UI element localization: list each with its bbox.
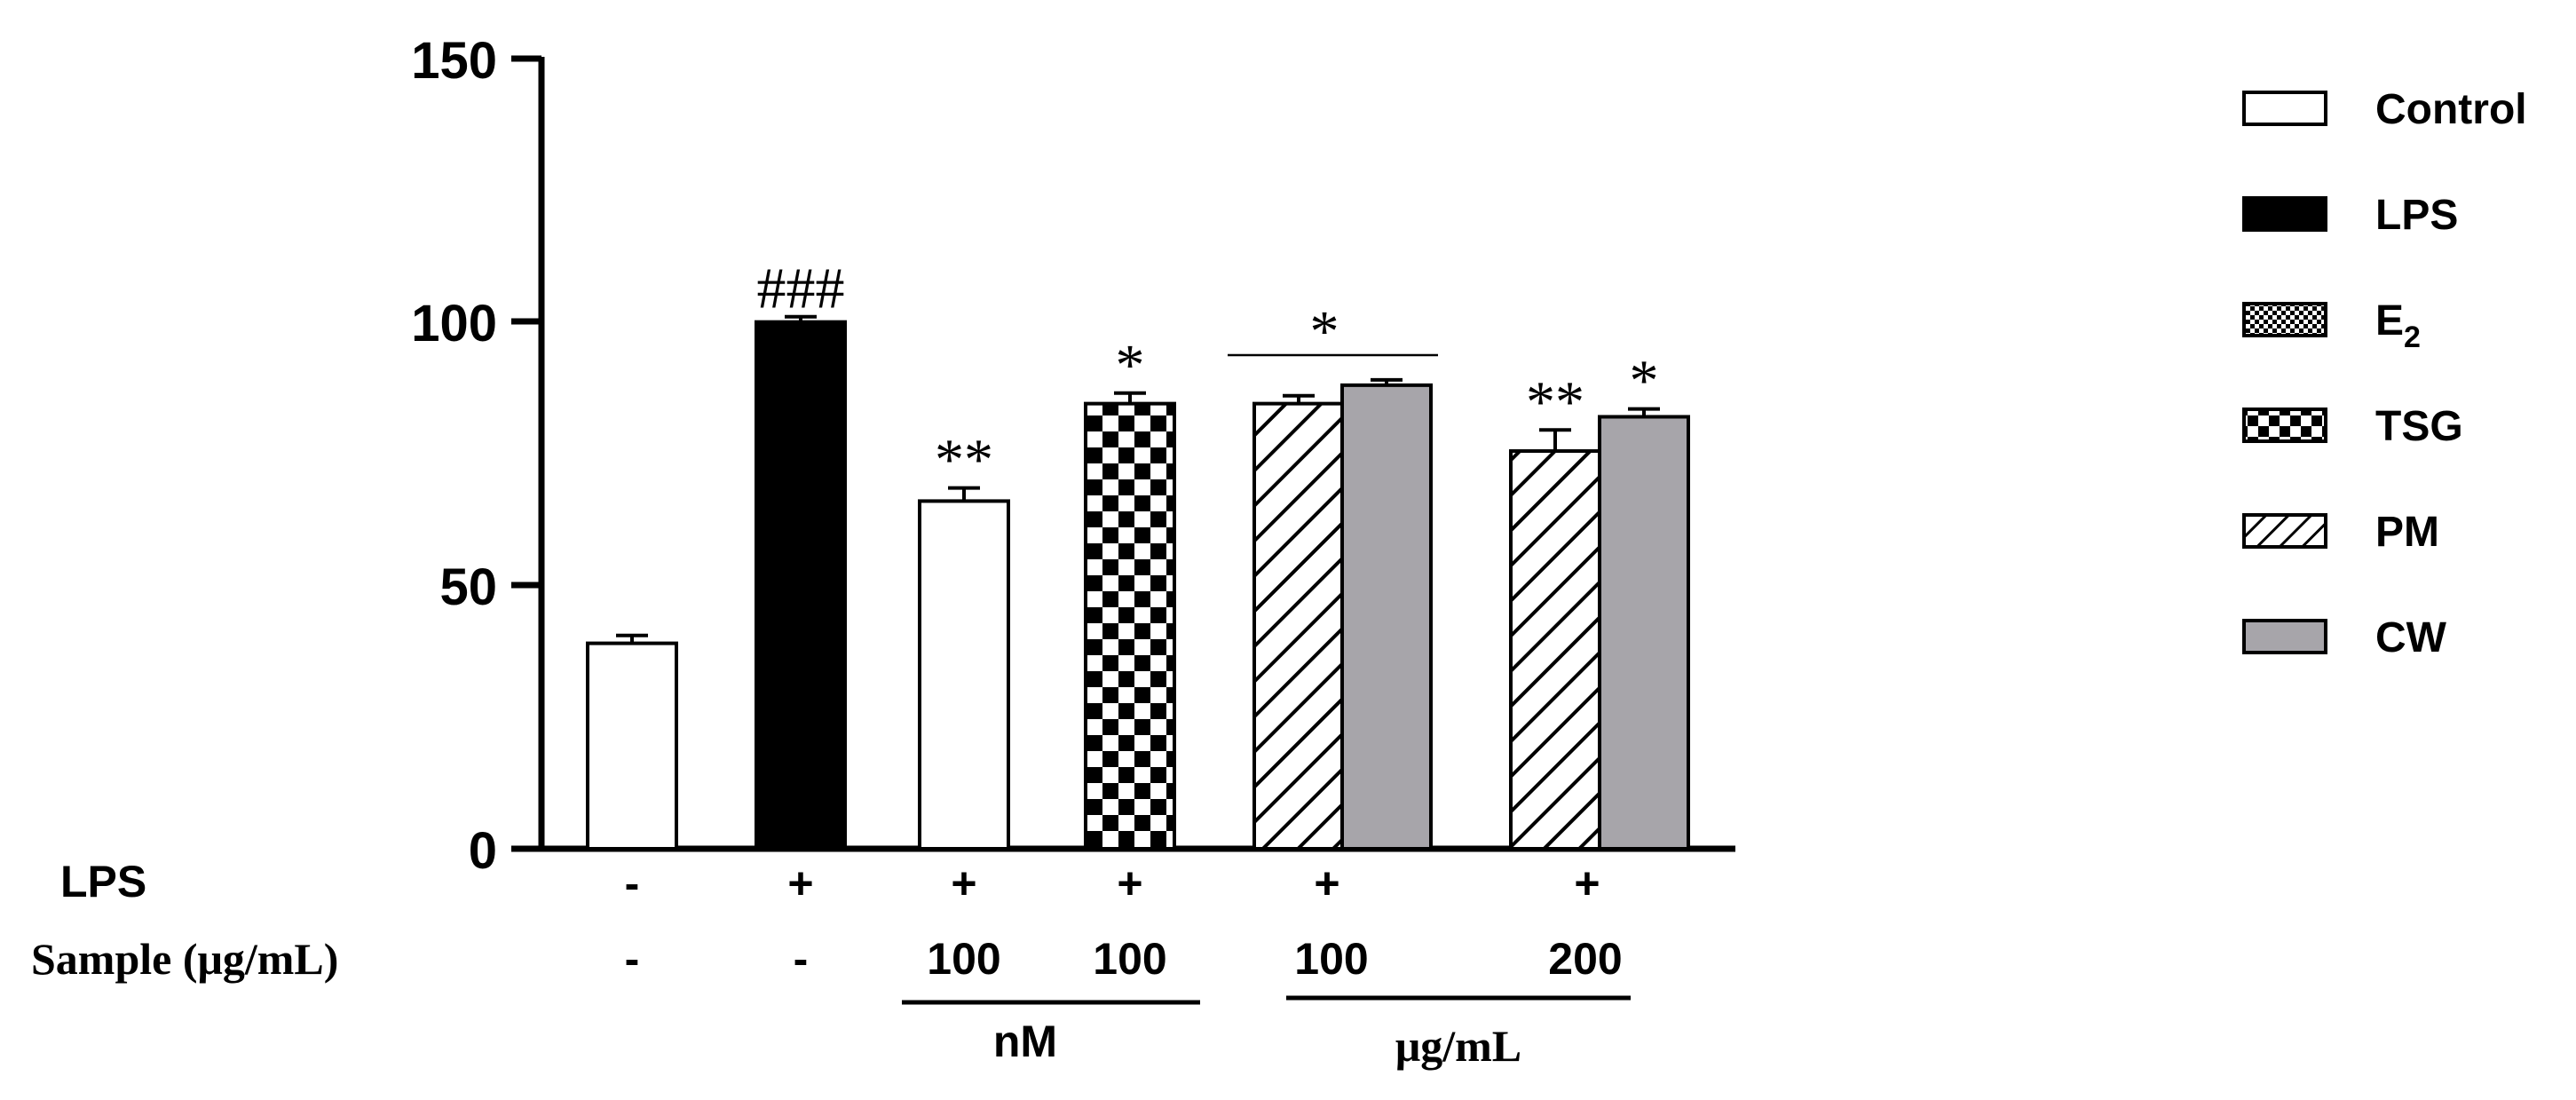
lps-value-pm: +	[1574, 859, 1600, 908]
sample-value-tsg: 100	[1093, 934, 1166, 984]
significance-pm: **	[1526, 369, 1584, 434]
significance-e2: **	[935, 428, 993, 493]
legend-swatch-pm	[2242, 513, 2327, 549]
legend-label-lps: LPS	[2375, 192, 2458, 239]
bar-lps	[755, 320, 847, 851]
legend-label-pm: PM	[2375, 509, 2439, 556]
sample-value-control: -	[625, 934, 640, 984]
sample-value-pm: 100	[1294, 934, 1368, 984]
y-tick-label: 0	[469, 822, 497, 880]
significance-tsg: *	[1116, 333, 1145, 398]
legend-swatch-control	[2242, 91, 2327, 126]
lps-value-e2: +	[951, 859, 976, 908]
bar-tsg	[1084, 401, 1176, 851]
lps-row-label: LPS	[60, 857, 146, 906]
lps-value-lps: +	[787, 859, 813, 908]
legend-swatch-lps	[2242, 196, 2327, 232]
bar-cw	[1340, 383, 1433, 851]
sample-row-label: Sample (μg/mL)	[31, 934, 338, 984]
pm-cw-100-bracket: *	[1228, 299, 1438, 364]
sample-value-lps: -	[794, 934, 809, 984]
sample-value-e2: 100	[927, 934, 1000, 984]
legend-label-control: Control	[2375, 86, 2527, 133]
lps-value-control: -	[625, 859, 640, 908]
y-tick-label: 150	[411, 32, 497, 90]
nm-unit-label: nM	[993, 1017, 1057, 1066]
legend: Control LPS E2 TSG PM CW	[2242, 86, 2527, 661]
y-tick-label: 100	[411, 295, 497, 352]
bar-cw	[1598, 415, 1690, 851]
sample-value-pm: 200	[1548, 934, 1622, 984]
lps-value-pm: +	[1314, 859, 1339, 908]
legend-label-e: E2	[2375, 297, 2421, 354]
legend-label-tsg: TSG	[2375, 403, 2463, 450]
lps-value-cw: +	[1314, 859, 1339, 908]
bar-pm	[1509, 449, 1601, 851]
significance-cw: *	[1630, 349, 1659, 414]
significance-lps: ###	[757, 257, 845, 321]
legend-subscript: 2	[2404, 321, 2421, 354]
ugml-unit-label: μg/mL	[1395, 1021, 1521, 1071]
significance-marks: ###***** *	[757, 257, 1659, 493]
bar-pm	[1252, 401, 1345, 851]
axes: 0 50 100 150	[411, 32, 1735, 880]
bars	[586, 314, 1690, 851]
lps-value-tsg: +	[1117, 859, 1142, 908]
bar-control	[586, 641, 678, 851]
condition-rows: LPS Sample (μg/mL) - + + + ++ + - -100 100 100 20…	[31, 857, 1631, 1071]
legend-swatch-e	[2242, 302, 2327, 337]
legend-swatch-cw	[2242, 619, 2327, 654]
bracket-significance: *	[1310, 299, 1339, 364]
legend-label-cw: CW	[2375, 614, 2447, 661]
legend-swatch-tsg	[2242, 408, 2327, 443]
y-tick-label: 50	[439, 558, 497, 616]
bar-e2	[918, 499, 1010, 851]
